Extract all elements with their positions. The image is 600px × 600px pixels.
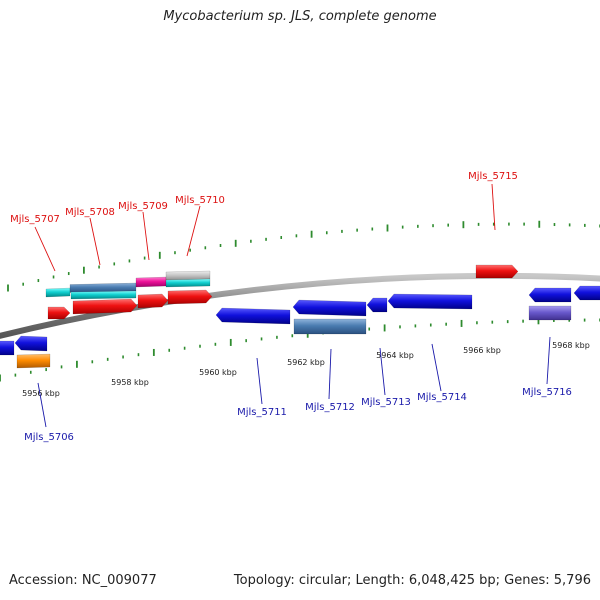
gene-5706-bar [16,353,51,369]
leader-mjls-5715 [491,183,496,231]
gene-5709-arrow [137,293,169,309]
accession-text: Accession: NC_009077 [9,573,157,588]
gene-5708-cyan-bar [70,290,137,300]
leader-mjls-5708 [89,217,101,266]
scale-label-5962: 5962 kbp [287,358,325,367]
leader-mjls-5706 [37,382,47,428]
label-mjls-5709: Mjls_5709 [118,201,168,212]
leader-mjls-5713 [379,347,386,396]
gene-left-edge-arrow [0,340,15,356]
genome-summary-text: Topology: circular; Length: 6,048,425 bp… [233,573,591,588]
gene-right-edge-arrow [573,285,600,301]
scale-label-5964: 5964 kbp [376,351,414,360]
gene-5714-arrow [387,293,473,310]
label-leaders [34,183,551,428]
map-title: Mycobacterium sp. JLS, complete genome [163,9,437,24]
scale-label-5956: 5956 kbp [22,389,60,398]
gene-5716-arrow [528,287,572,303]
gene-5711-arrow [215,307,291,325]
leader-mjls-5712 [328,348,332,400]
leader-mjls-5716 [546,336,551,385]
gene-5706-arrow [14,335,48,352]
gene-5713-arrow [366,297,388,313]
gene-5710-arrow [167,289,213,305]
genome-backbone [0,272,600,339]
label-mjls-5706: Mjls_5706 [24,432,74,443]
scale-label-5958: 5958 kbp [111,378,149,387]
gene-5710-bar [165,270,211,281]
scale-label-5960: 5960 kbp [199,368,237,377]
leader-mjls-5710 [186,205,201,257]
gene-5716-bar [528,305,572,321]
scale-label-5968: 5968 kbp [552,341,590,350]
gene-features [0,264,600,369]
gene-5707-arrow [47,306,71,320]
label-mjls-5707: Mjls_5707 [10,214,60,225]
label-mjls-5711: Mjls_5711 [237,407,287,418]
leader-mjls-5707 [34,226,56,272]
scale-labels: 5956 kbp 5958 kbp 5960 kbp 5962 kbp 5964… [22,341,590,398]
leader-mjls-5709 [142,211,150,261]
label-mjls-5712: Mjls_5712 [305,402,355,413]
label-mjls-5710: Mjls_5710 [175,195,225,206]
label-mjls-5708: Mjls_5708 [65,207,115,218]
leader-mjls-5714 [431,343,442,392]
forward-gene-labels: Mjls_5707 Mjls_5708 Mjls_5709 Mjls_5710 … [10,171,518,225]
outer-tick-marks [7,220,600,292]
label-mjls-5716: Mjls_5716 [522,387,572,398]
gene-5709-bar [135,276,167,288]
gene-5712-bar [293,318,367,335]
reverse-gene-labels: Mjls_5706 Mjls_5711 Mjls_5712 Mjls_5713 … [24,387,572,443]
scale-label-5966: 5966 kbp [463,346,501,355]
label-mjls-5713: Mjls_5713 [361,397,411,408]
gene-5708-arrow [72,298,138,315]
gene-5707-bar [45,287,71,298]
gene-5715-arrow [475,264,519,279]
gene-5712-arrow [292,299,367,317]
gene-5710-cyan-bar [165,278,211,288]
label-mjls-5714: Mjls_5714 [417,392,467,403]
label-mjls-5715: Mjls_5715 [468,171,518,182]
leader-mjls-5711 [256,357,263,405]
